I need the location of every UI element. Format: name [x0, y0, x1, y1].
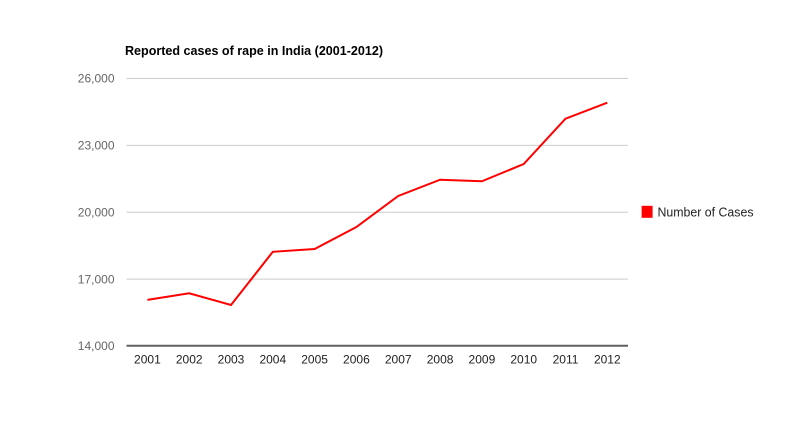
svg-text:2001: 2001 — [134, 353, 161, 367]
svg-text:2002: 2002 — [176, 353, 203, 367]
svg-text:2009: 2009 — [469, 353, 496, 367]
svg-text:2010: 2010 — [510, 353, 537, 367]
svg-text:Number of Cases: Number of Cases — [658, 205, 754, 220]
svg-text:2003: 2003 — [218, 353, 245, 367]
svg-text:26,000: 26,000 — [78, 72, 115, 86]
svg-text:2008: 2008 — [427, 353, 454, 367]
svg-text:2007: 2007 — [385, 353, 412, 367]
svg-text:17,000: 17,000 — [78, 272, 115, 286]
svg-text:2005: 2005 — [301, 353, 328, 367]
svg-text:2004: 2004 — [259, 353, 286, 367]
svg-text:2006: 2006 — [343, 353, 370, 367]
svg-text:Reported cases of rape in Indi: Reported cases of rape in India (2001-20… — [125, 43, 383, 58]
svg-text:23,000: 23,000 — [78, 139, 115, 153]
svg-text:14,000: 14,000 — [78, 339, 115, 353]
svg-text:2012: 2012 — [594, 353, 621, 367]
svg-text:20,000: 20,000 — [78, 205, 115, 219]
svg-text:2011: 2011 — [553, 353, 579, 367]
